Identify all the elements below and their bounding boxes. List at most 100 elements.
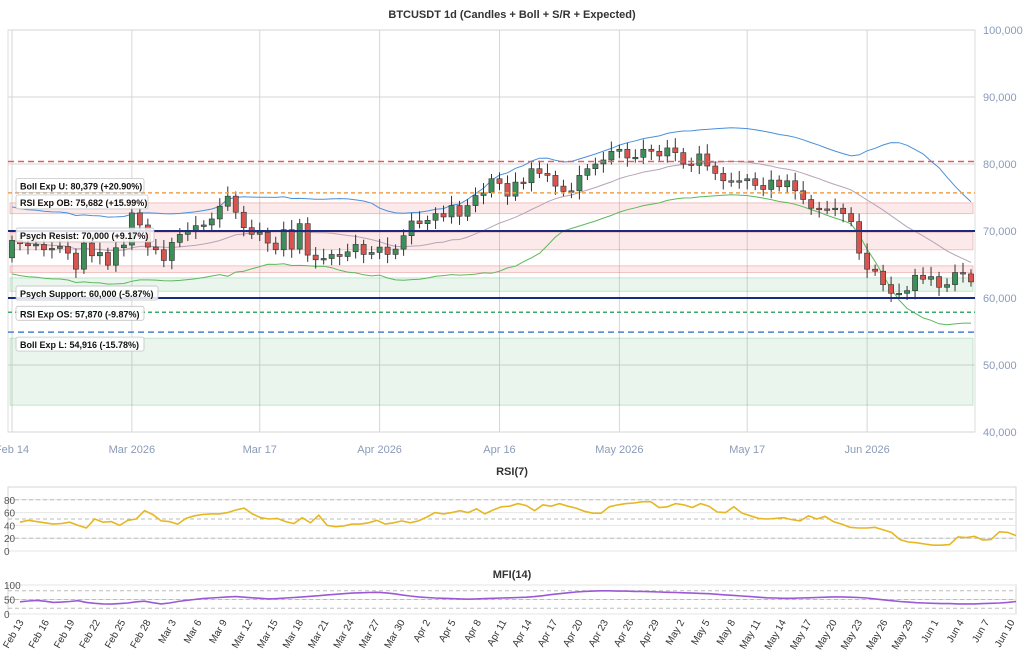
candle-body (552, 175, 559, 187)
candle-body (504, 183, 511, 197)
candle-body (208, 218, 215, 226)
candle-body (640, 148, 647, 158)
candle-body (952, 272, 958, 285)
price-x-axis: Feb 14 Mar 2026 Mar 17 Apr 2026 Apr 16 May 20… (0, 444, 890, 456)
candle-body (272, 242, 279, 251)
candle-body (400, 235, 407, 250)
level-label-text: Psych Support: 60,000 (-5.87%) (20, 289, 154, 299)
rsi-line (19, 500, 1017, 546)
candle-body (720, 173, 727, 182)
candle-body (664, 147, 671, 157)
candle-body (584, 168, 591, 176)
candle-body (368, 252, 375, 255)
candle-body (712, 165, 719, 174)
candle-body (928, 276, 934, 280)
candle-body (544, 173, 551, 176)
rsi-grid (7, 486, 1017, 552)
level-label-text: Boll Exp U: 80,379 (+20.90%) (20, 181, 142, 191)
candle-body (872, 268, 879, 272)
candle-body (608, 150, 615, 161)
candle-body (152, 246, 159, 251)
candle-body (792, 180, 799, 192)
candle-body (104, 252, 111, 266)
candle-body (224, 195, 231, 207)
candle-body (456, 205, 463, 217)
rsi-y-tick-label: 80 (4, 496, 16, 507)
candle-body (896, 293, 902, 296)
candle-body (528, 168, 535, 184)
level-label-box (15, 227, 155, 243)
candle-body (920, 274, 926, 280)
candle-body (576, 175, 583, 192)
candle-body (696, 153, 703, 166)
candle-body (624, 148, 631, 159)
level-label-box (15, 178, 145, 193)
candle-body (81, 242, 87, 270)
candle-body (336, 254, 343, 257)
candle-body (680, 152, 687, 165)
candles (9, 138, 974, 303)
candle-body (432, 213, 439, 221)
candle-body (312, 254, 319, 261)
price-y-tick-label: 90,000 (983, 92, 1017, 104)
candle-body (344, 251, 351, 257)
price-x-tick-label: May 2026 (595, 444, 643, 456)
level-label-box (15, 336, 145, 352)
level-lines (8, 160, 975, 333)
level-label-text: RSI Exp OS: 57,870 (-9.87%) (20, 309, 140, 319)
mfi-line (19, 590, 1017, 605)
level-label-box (15, 285, 159, 301)
rsi-y-tick-label: 40 (4, 521, 16, 532)
candle-body (968, 273, 974, 283)
candle-body (416, 220, 423, 224)
price-y-tick-label: 70,000 (983, 226, 1017, 238)
candle-body (728, 180, 735, 183)
candle-body (568, 190, 575, 193)
candle-body (136, 212, 143, 226)
candle-body (168, 242, 175, 261)
candle-body (536, 168, 543, 174)
candle-body (9, 240, 15, 259)
price-y-axis: 40,000 50,000 60,000 70,000 80,000 90,000 100,… (983, 25, 1023, 439)
price-chart-title: BTCUSDT 1d (Candles + Boll + S/R + Expec… (388, 9, 636, 21)
candle-body (296, 223, 303, 250)
candle-body (632, 157, 639, 160)
price-x-tick-label: Jun 2026 (844, 444, 889, 456)
candle-body (888, 284, 894, 294)
candle-body (280, 229, 287, 251)
candle-body (816, 207, 823, 211)
candle-body (192, 225, 199, 231)
price-panel: BTCUSDT 1d (Candles + Boll + S/R + Expec… (0, 9, 1023, 456)
candle-body (744, 178, 751, 182)
mfi-y-tick-label: 0 (4, 610, 10, 621)
price-x-tick-label: Feb 14 (0, 444, 29, 456)
candle-body (832, 207, 839, 211)
price-y-tick-label: 80,000 (983, 159, 1017, 171)
resistance-zone (9, 202, 974, 215)
candle-body (520, 181, 527, 184)
price-y-tick-label: 60,000 (983, 293, 1017, 305)
candle-body (288, 229, 295, 250)
mfi-y-axis: 0 50 100 (4, 581, 21, 621)
price-y-tick-label: 40,000 (983, 427, 1017, 439)
candle-body (784, 180, 791, 188)
level-label-text: Psych Resist: 70,000 (+9.17%) (20, 231, 148, 241)
candle-body (864, 252, 871, 270)
candle-body (936, 276, 942, 288)
candle-body (232, 195, 239, 213)
price-x-tick-label: Mar 17 (243, 444, 277, 456)
candle-body (216, 205, 223, 220)
candle-body (800, 190, 807, 200)
candle-body (320, 258, 327, 261)
mfi-y-tick-label: 50 (4, 596, 16, 607)
price-x-tick-label: Apr 16 (483, 444, 515, 456)
candle-body (376, 246, 383, 253)
candle-body (256, 232, 263, 235)
candle-body (736, 180, 743, 183)
rsi-y-tick-label: 60 (4, 509, 16, 520)
